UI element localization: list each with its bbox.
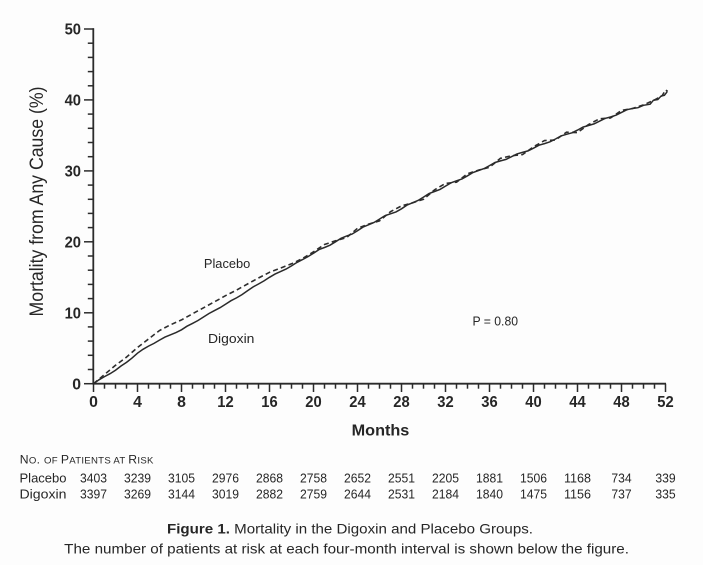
svg-text:36: 36 bbox=[481, 394, 498, 411]
svg-text:NO. OF PATIENTS AT RISK: NO. OF PATIENTS AT RISK bbox=[20, 453, 154, 467]
svg-text:Mortality from Any Cause (%): Mortality from Any Cause (%) bbox=[27, 87, 48, 317]
svg-text:48: 48 bbox=[613, 394, 630, 411]
svg-text:Placebo: Placebo bbox=[204, 256, 250, 271]
svg-text:Figure 1. Mortality in the Dig: Figure 1. Mortality in the Digoxin and P… bbox=[167, 521, 533, 537]
svg-text:1840: 1840 bbox=[476, 486, 503, 501]
svg-text:P = 0.80: P = 0.80 bbox=[473, 314, 519, 329]
svg-text:44: 44 bbox=[569, 394, 586, 411]
svg-text:1506: 1506 bbox=[520, 471, 547, 486]
svg-text:2868: 2868 bbox=[256, 471, 283, 486]
svg-text:12: 12 bbox=[217, 394, 234, 411]
svg-text:3144: 3144 bbox=[168, 486, 195, 501]
svg-text:20: 20 bbox=[305, 394, 322, 411]
svg-text:20: 20 bbox=[65, 234, 82, 251]
svg-text:30: 30 bbox=[65, 164, 82, 181]
svg-text:737: 737 bbox=[611, 486, 631, 501]
svg-text:1156: 1156 bbox=[564, 486, 591, 501]
svg-text:24: 24 bbox=[349, 394, 366, 411]
svg-text:10: 10 bbox=[65, 305, 82, 322]
svg-text:16: 16 bbox=[261, 394, 278, 411]
svg-text:50: 50 bbox=[65, 22, 82, 39]
svg-text:52: 52 bbox=[657, 394, 674, 411]
svg-text:1881: 1881 bbox=[476, 471, 503, 486]
svg-text:2759: 2759 bbox=[300, 486, 327, 501]
svg-text:40: 40 bbox=[65, 93, 82, 110]
svg-text:0: 0 bbox=[89, 394, 98, 411]
svg-text:2976: 2976 bbox=[212, 471, 239, 486]
svg-text:4: 4 bbox=[133, 394, 142, 411]
svg-text:3019: 3019 bbox=[212, 486, 239, 501]
svg-text:2652: 2652 bbox=[344, 471, 371, 486]
svg-text:1475: 1475 bbox=[520, 486, 547, 501]
svg-text:0: 0 bbox=[72, 376, 81, 393]
svg-text:339: 339 bbox=[655, 471, 675, 486]
svg-text:335: 335 bbox=[655, 486, 675, 501]
svg-text:The number of patients at risk: The number of patients at risk at each f… bbox=[64, 540, 629, 556]
svg-text:40: 40 bbox=[525, 394, 542, 411]
svg-text:Digoxin: Digoxin bbox=[208, 331, 254, 346]
svg-text:3269: 3269 bbox=[124, 486, 151, 501]
svg-text:Placebo: Placebo bbox=[20, 471, 67, 486]
svg-text:Digoxin: Digoxin bbox=[20, 486, 67, 501]
svg-text:734: 734 bbox=[611, 471, 631, 486]
svg-text:28: 28 bbox=[393, 394, 410, 411]
svg-text:3239: 3239 bbox=[124, 471, 151, 486]
svg-text:2758: 2758 bbox=[300, 471, 327, 486]
svg-text:3105: 3105 bbox=[168, 471, 195, 486]
svg-text:Months: Months bbox=[352, 423, 410, 440]
svg-text:3403: 3403 bbox=[80, 471, 107, 486]
svg-text:32: 32 bbox=[437, 394, 454, 411]
svg-text:3397: 3397 bbox=[80, 486, 107, 501]
svg-text:2205: 2205 bbox=[432, 471, 459, 486]
svg-text:2551: 2551 bbox=[388, 471, 415, 486]
svg-text:1168: 1168 bbox=[564, 471, 591, 486]
svg-text:2882: 2882 bbox=[256, 486, 283, 501]
svg-text:2184: 2184 bbox=[432, 486, 459, 501]
svg-text:2644: 2644 bbox=[344, 486, 371, 501]
svg-text:8: 8 bbox=[177, 394, 186, 411]
svg-text:2531: 2531 bbox=[388, 486, 415, 501]
